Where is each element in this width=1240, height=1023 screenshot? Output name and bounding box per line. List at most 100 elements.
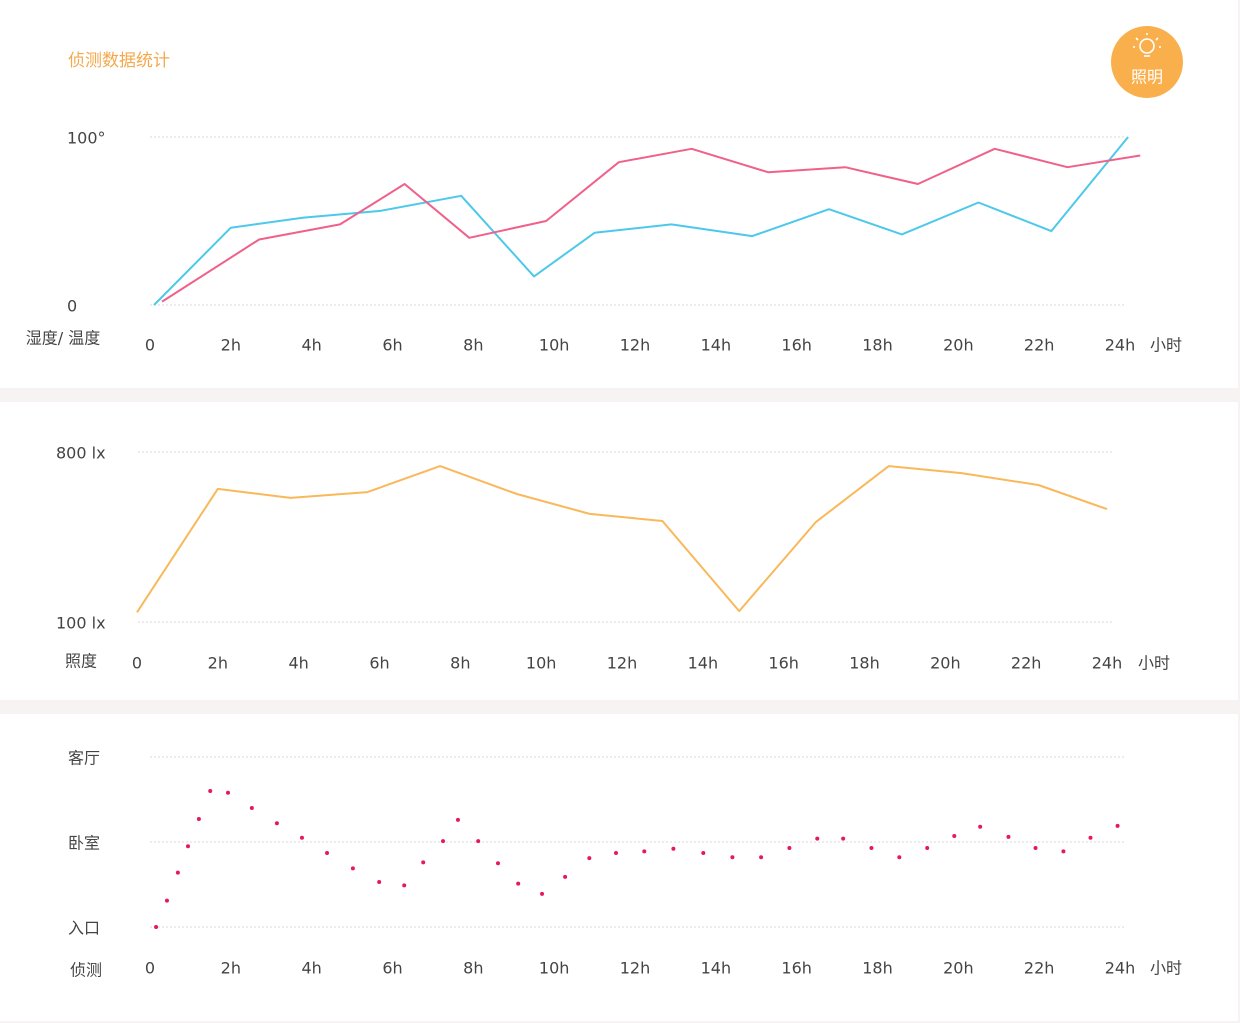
data-point [249,806,254,810]
panel [0,0,1238,388]
x-tick-label: 18h [862,959,893,978]
y-tick-label: 入口 [68,919,100,938]
x-tick-label: 16h [768,654,799,673]
x-tick-label: 0 [145,959,155,978]
x-tick-label: 24h [1092,654,1123,673]
data-point [421,860,426,865]
x-tick-label: 12h [607,654,638,673]
y-tick-label: 卧室 [68,834,100,853]
x-tick-label: 6h [382,959,402,978]
x-tick-label: 8h [463,336,483,355]
data-point [516,881,521,886]
data-point [377,879,382,884]
x-tick-label: 6h [369,654,389,673]
data-point [495,861,500,866]
page-title: 侦测数据统计 [68,51,170,71]
data-point [1033,845,1038,850]
data-point [642,849,647,854]
y-tick-label: 0 [67,297,77,316]
x-tick-label: 6h [382,336,402,355]
data-point [208,789,213,793]
data-point [175,870,180,875]
data-point [154,925,159,929]
x-tick-label: 4h [302,336,322,355]
data-line [161,147,1141,303]
x-tick-label: 8h [463,959,483,978]
data-line [136,465,1108,613]
data-point [978,824,983,829]
x-tick-label: 24h [1105,336,1136,355]
y-tick-label: 100 lx [56,614,106,633]
data-point [897,855,902,860]
y-tick-label: 800 lx [56,444,106,463]
bulb-icon [1133,33,1161,57]
x-tick-label: 2h [221,959,241,978]
x-tick-label: 0 [132,654,142,673]
data-point [325,851,330,856]
data-point [1115,823,1120,828]
y-axis-label: 照度 [65,652,97,671]
x-tick-label: 4h [302,959,322,978]
light-button[interactable]: 照明 [1111,26,1183,98]
data-point [402,883,407,888]
x-tick-label: 12h [620,336,651,355]
data-point [185,844,190,849]
x-tick-label: 14h [688,654,719,673]
data-point [952,834,957,839]
data-point [1088,835,1093,840]
x-tick-label: 10h [526,654,557,673]
x-tick-label: 18h [862,336,893,355]
data-point [1006,834,1011,839]
data-point [196,817,201,822]
button-label[interactable]: 照明 [1131,68,1163,87]
data-point [614,851,619,856]
x-tick-label: 12h [620,959,651,978]
data-point [701,851,706,856]
x-tick-label: 0 [145,336,155,355]
x-axis-unit: 小时 [1150,959,1182,978]
data-point [587,856,592,861]
y-tick-label: 100° [67,129,106,148]
x-axis-unit: 小时 [1150,336,1182,355]
data-point [299,835,304,840]
data-point [841,836,846,841]
y-tick-label: 客厅 [68,749,100,768]
data-point [730,855,735,860]
data-point [455,817,460,822]
data-point [815,836,820,841]
x-axis-unit: 小时 [1138,654,1170,673]
x-tick-label: 22h [1011,654,1042,673]
x-tick-label: 8h [450,654,470,673]
data-point [1061,849,1066,854]
x-tick-label: 22h [1024,336,1055,355]
data-point [540,891,545,896]
x-tick-label: 2h [221,336,241,355]
button-circle[interactable] [1111,26,1183,98]
data-point [787,845,792,850]
x-tick-label: 18h [849,654,880,673]
data-point [869,845,874,850]
data-point [759,855,764,860]
x-tick-label: 24h [1105,959,1136,978]
data-point [671,846,676,851]
x-tick-label: 14h [701,336,732,355]
x-tick-label: 14h [701,959,732,978]
x-tick-label: 20h [930,654,961,673]
x-tick-label: 2h [208,654,228,673]
x-tick-label: 20h [943,336,974,355]
data-point [476,839,481,844]
data-point [350,866,355,871]
x-tick-label: 10h [539,959,570,978]
data-line [153,136,1129,306]
data-point [441,839,446,844]
y-axis-label: 侦测 [70,961,102,980]
x-tick-label: 4h [289,654,309,673]
x-tick-label: 10h [539,336,570,355]
x-tick-label: 22h [1024,959,1055,978]
panel [0,714,1238,1021]
data-point [274,821,279,826]
y-axis-label: 湿度/ 温度 [26,329,100,348]
data-point [226,790,231,795]
